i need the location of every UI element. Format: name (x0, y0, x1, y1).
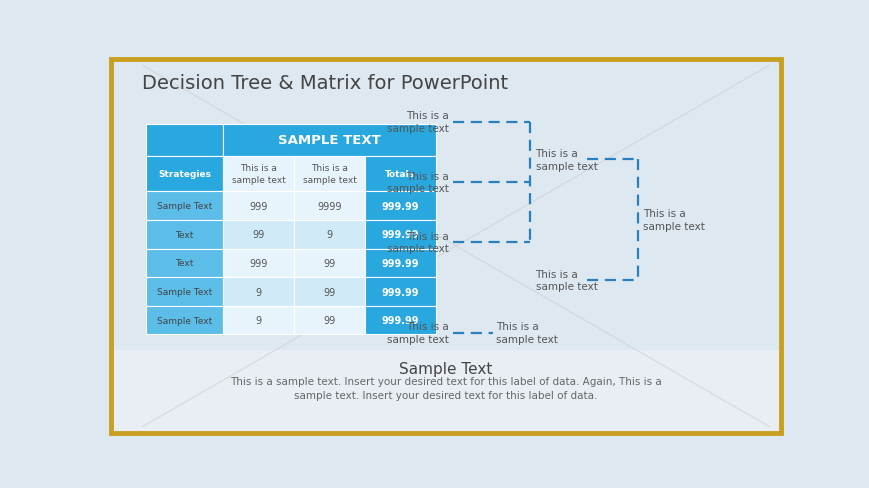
Text: Sample Text: Sample Text (156, 202, 212, 211)
Bar (146, 249, 223, 278)
Text: 9: 9 (326, 230, 332, 240)
Text: 9: 9 (255, 287, 262, 297)
Bar (223, 306, 294, 335)
Text: This is a
sample text: This is a sample text (496, 322, 558, 344)
Text: This is a
sample text: This is a sample text (535, 269, 597, 291)
Bar (365, 306, 435, 335)
Bar (294, 221, 365, 249)
Text: 999.99: 999.99 (381, 201, 419, 211)
Bar (146, 156, 223, 192)
Text: This is a
sample text: This is a sample text (643, 209, 705, 231)
Text: This is a
sample text: This is a sample text (535, 149, 597, 171)
Bar (294, 249, 365, 278)
Text: This is a
sample text: This is a sample text (387, 322, 448, 344)
Text: This is a
sample text: This is a sample text (302, 164, 356, 184)
Bar (294, 306, 365, 335)
Bar (223, 249, 294, 278)
Bar (365, 278, 435, 306)
Bar (365, 221, 435, 249)
Bar (294, 278, 365, 306)
Text: Text: Text (176, 230, 194, 239)
Text: Decision Tree & Matrix for PowerPoint: Decision Tree & Matrix for PowerPoint (143, 74, 508, 93)
Text: 99: 99 (323, 315, 335, 325)
Text: 999.99: 999.99 (381, 287, 419, 297)
Text: This is a
sample text: This is a sample text (387, 111, 448, 134)
Bar (146, 192, 223, 221)
Bar (223, 192, 294, 221)
Bar (223, 156, 294, 192)
Bar (365, 192, 435, 221)
Bar (146, 124, 223, 156)
Text: This is a
sample text: This is a sample text (387, 231, 448, 254)
Bar (294, 156, 365, 192)
Text: This is a
sample text: This is a sample text (231, 164, 285, 184)
Text: 999: 999 (249, 201, 268, 211)
Bar (223, 278, 294, 306)
Bar (365, 249, 435, 278)
Bar (294, 192, 365, 221)
Text: This is a
sample text: This is a sample text (387, 171, 448, 194)
Text: Sample Text: Sample Text (399, 361, 492, 376)
Text: 99: 99 (323, 258, 335, 268)
Text: Strategies: Strategies (158, 170, 211, 179)
Bar (223, 124, 435, 156)
Text: 9: 9 (255, 315, 262, 325)
Text: Sample Text: Sample Text (156, 316, 212, 325)
Text: 999.99: 999.99 (381, 258, 419, 268)
Bar (146, 221, 223, 249)
Text: 999.99: 999.99 (381, 315, 419, 325)
Text: 999: 999 (249, 258, 268, 268)
Text: Sample Text: Sample Text (156, 287, 212, 296)
Text: SAMPLE TEXT: SAMPLE TEXT (278, 134, 381, 147)
Text: 99: 99 (252, 230, 264, 240)
Bar (110, 350, 780, 433)
Text: This is a sample text. Insert your desired text for this label of data. Again, T: This is a sample text. Insert your desir… (229, 376, 661, 400)
Text: 9999: 9999 (317, 201, 342, 211)
Bar (146, 306, 223, 335)
Text: 99: 99 (323, 287, 335, 297)
Bar (223, 221, 294, 249)
Bar (146, 278, 223, 306)
Bar (365, 156, 435, 192)
Text: Totals: Totals (385, 170, 415, 179)
Text: 999.99: 999.99 (381, 230, 419, 240)
Text: Text: Text (176, 259, 194, 268)
